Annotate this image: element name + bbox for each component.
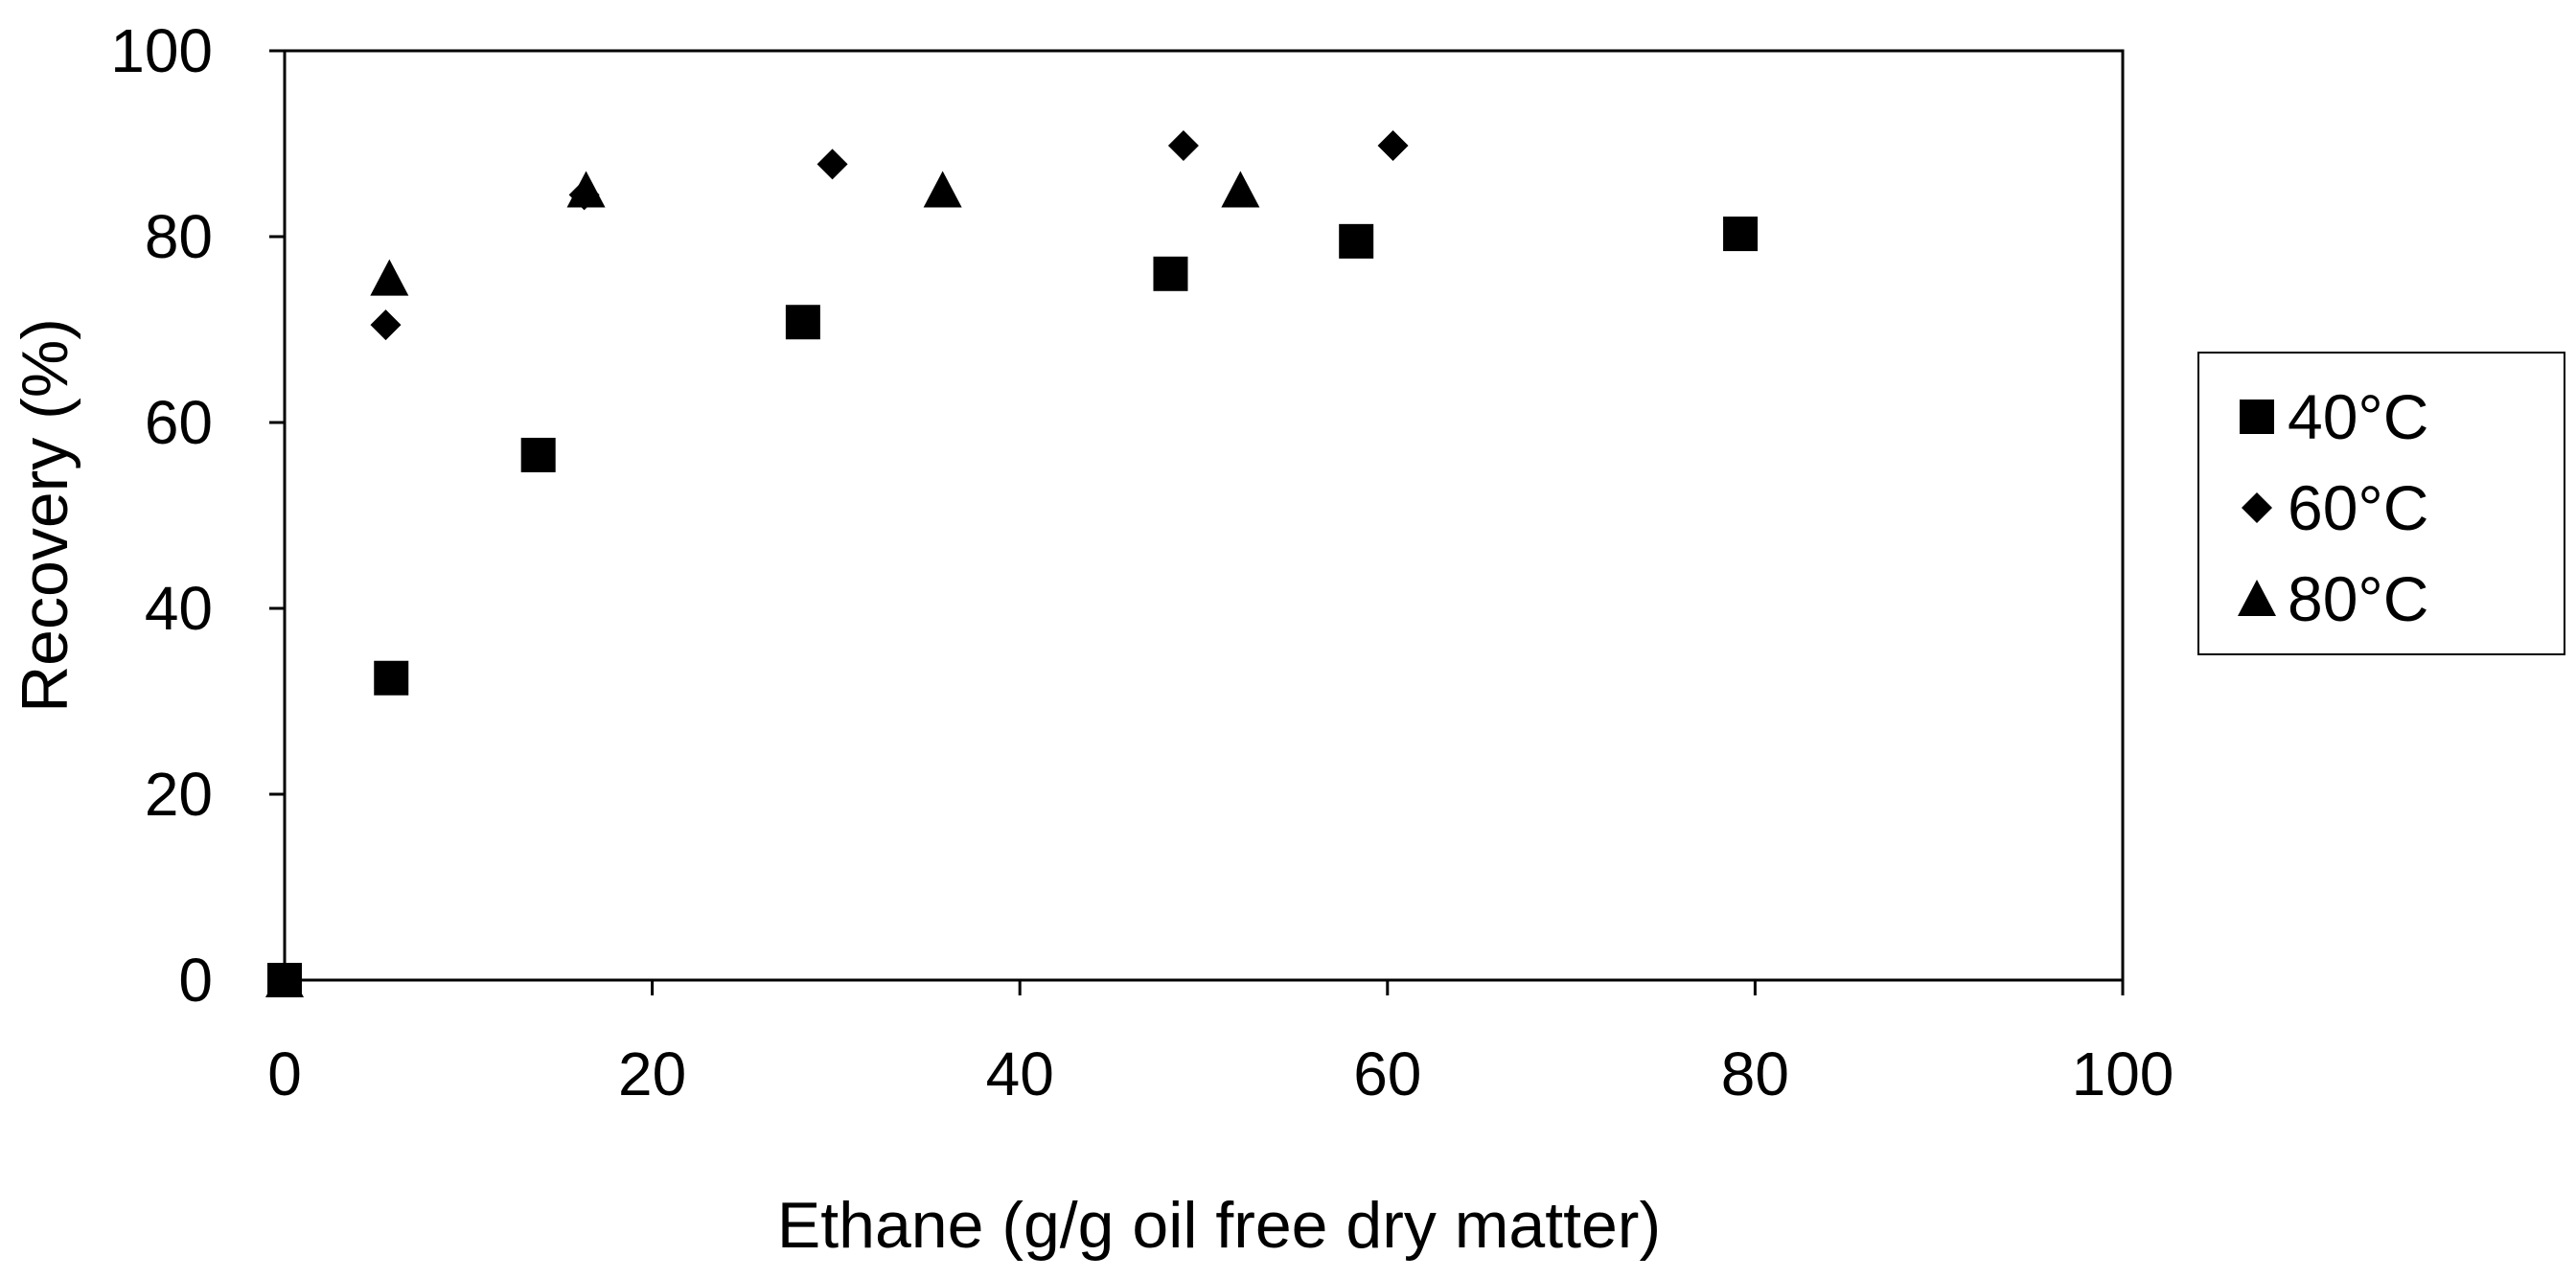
data-point-diamond bbox=[1377, 129, 1409, 161]
series-2 bbox=[265, 171, 1260, 997]
series-1 bbox=[269, 129, 1409, 995]
data-point-square bbox=[785, 305, 820, 340]
y-tick-label: 60 bbox=[145, 388, 213, 457]
data-point-square bbox=[520, 437, 556, 472]
plot-area bbox=[283, 49, 2125, 982]
legend: 40°C 60°C 80°C bbox=[2197, 352, 2565, 655]
x-tick-label: 20 bbox=[618, 1039, 686, 1108]
legend-marker-diamond bbox=[2242, 492, 2272, 523]
data-point-triangle bbox=[566, 171, 606, 208]
series-0 bbox=[267, 217, 1759, 997]
data-point-square bbox=[1153, 256, 1188, 291]
y-axis-ticks: 0 20 40 60 80 100 bbox=[110, 16, 285, 1015]
data-point-square bbox=[1339, 223, 1374, 259]
x-tick-label: 60 bbox=[1353, 1039, 1421, 1108]
x-axis-title: Ethane (g/g oil free dry matter) bbox=[777, 1189, 1661, 1262]
data-point-triangle bbox=[923, 171, 962, 208]
y-tick-label: 40 bbox=[145, 574, 213, 643]
legend-label: 80°C bbox=[2288, 563, 2428, 634]
x-tick-label: 0 bbox=[267, 1039, 302, 1108]
legend-marker-triangle bbox=[2238, 580, 2276, 616]
y-tick-label: 100 bbox=[110, 16, 213, 85]
legend-marker-square bbox=[2240, 400, 2274, 434]
data-point-triangle bbox=[370, 259, 409, 296]
data-points bbox=[265, 129, 1759, 997]
y-tick-label: 0 bbox=[178, 946, 213, 1015]
data-point-diamond bbox=[370, 309, 402, 341]
legend-label: 40°C bbox=[2288, 381, 2428, 452]
x-tick-label: 80 bbox=[1721, 1039, 1789, 1108]
data-point-square bbox=[1723, 217, 1759, 252]
data-point-diamond bbox=[1167, 129, 1199, 161]
y-axis-title: Recovery (%) bbox=[9, 318, 81, 713]
data-point-triangle bbox=[1221, 171, 1260, 208]
y-tick-label: 20 bbox=[145, 760, 213, 829]
data-point-diamond bbox=[816, 148, 848, 180]
y-tick-label: 80 bbox=[145, 202, 213, 271]
legend-label: 60°C bbox=[2288, 472, 2428, 543]
data-point-triangle bbox=[265, 961, 304, 997]
data-point-square bbox=[374, 660, 409, 696]
x-tick-label: 100 bbox=[2072, 1039, 2174, 1108]
x-axis-ticks: 0 20 40 60 80 100 bbox=[267, 980, 2174, 1108]
x-tick-label: 40 bbox=[986, 1039, 1054, 1108]
